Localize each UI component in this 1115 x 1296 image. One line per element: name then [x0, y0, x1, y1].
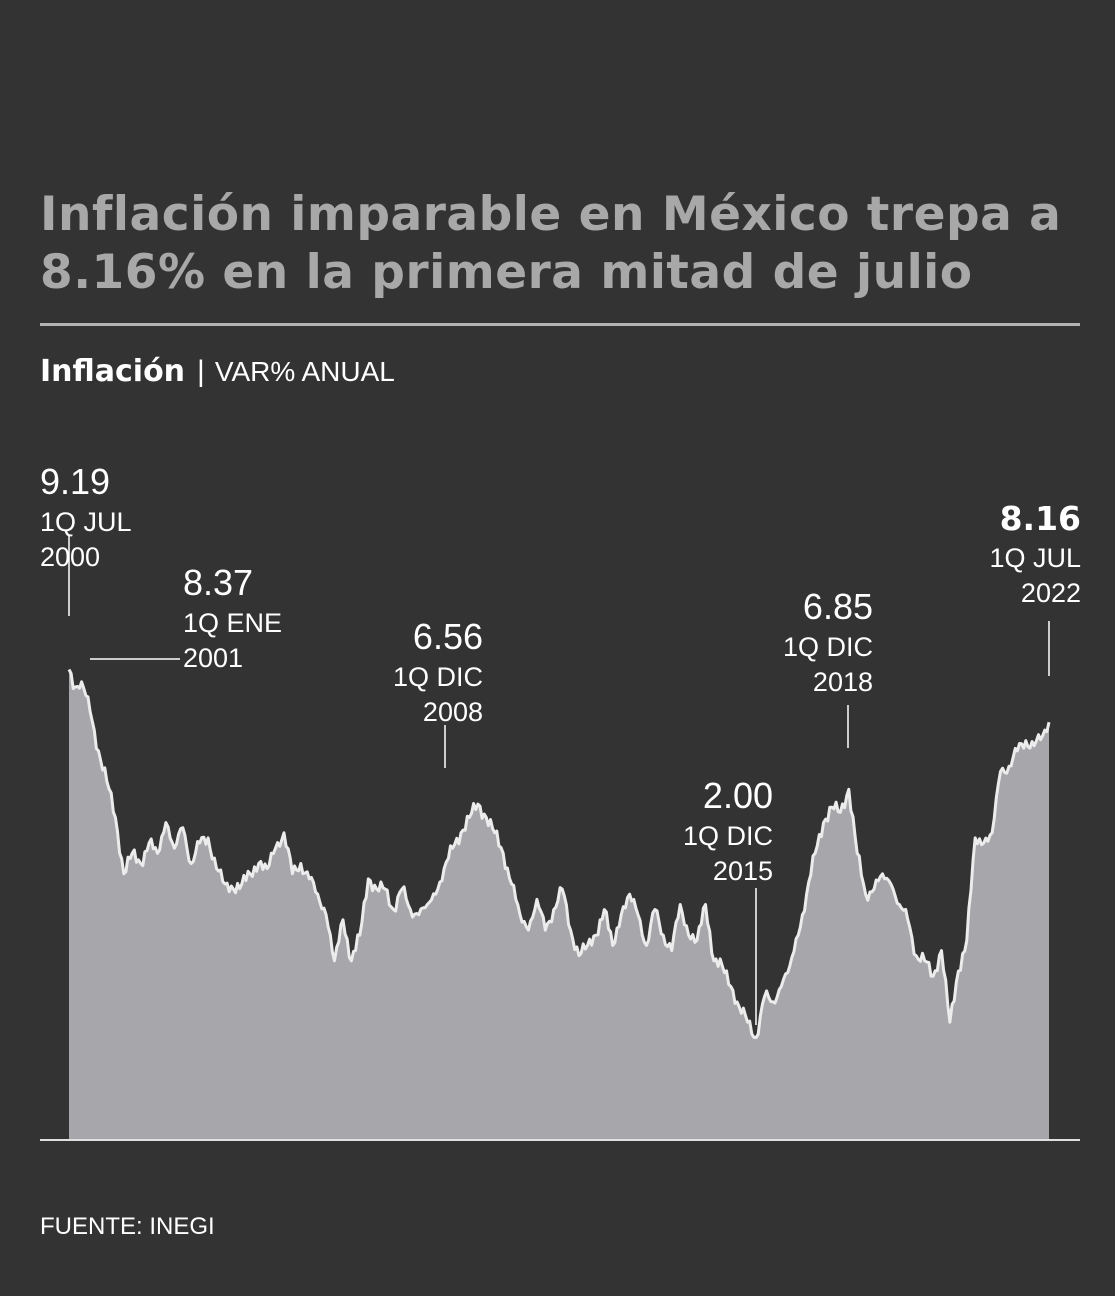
chart-annotations: 9.19 1Q JUL 2000 8.37 1Q ENE 2001 6.56 1Q DIC 20… — [40, 461, 1081, 1025]
annotation-period: 1Q JUL — [40, 507, 132, 537]
annotation-period: 1Q DIC — [783, 632, 873, 662]
source-note: FUENTE: INEGI — [40, 1213, 215, 1240]
annotation-year: 2022 — [1021, 578, 1081, 608]
chart-title: Inflación imparable en México trepa a 8.… — [40, 187, 1062, 300]
annotation-year: 2001 — [183, 643, 243, 673]
annotation-year: 2018 — [813, 667, 873, 697]
chart-plot — [67, 668, 1051, 1140]
annotation-value: 6.56 — [413, 616, 483, 657]
subtitle-main: Inflación — [40, 354, 186, 389]
annotation-2022: 8.16 1Q JUL 2022 — [989, 499, 1081, 676]
annotation-value: 6.85 — [803, 586, 873, 627]
annotation-2000: 9.19 1Q JUL 2000 — [40, 461, 132, 616]
annotation-year: 2008 — [423, 697, 483, 727]
annotation-period: 1Q JUL — [989, 543, 1081, 573]
annotation-2015: 2.00 1Q DIC 2015 — [683, 775, 773, 1025]
annotation-period: 1Q DIC — [393, 662, 483, 692]
annotation-2001: 8.37 1Q ENE 2001 — [90, 562, 282, 673]
chart-subtitle: Inflación | VAR% ANUAL — [40, 352, 395, 392]
annotation-period: 1Q DIC — [683, 821, 773, 851]
annotation-year: 2000 — [40, 542, 100, 572]
annotation-value: 9.19 — [40, 461, 110, 502]
annotation-year: 2015 — [713, 856, 773, 886]
title-divider — [40, 323, 1080, 326]
subtitle-separator: | — [197, 355, 205, 388]
annotation-value: 2.00 — [703, 775, 773, 816]
annotation-value: 8.16 — [1000, 499, 1081, 538]
inflation-area — [69, 669, 1049, 1140]
annotation-value: 8.37 — [183, 562, 253, 603]
annotation-2018: 6.85 1Q DIC 2018 — [783, 586, 873, 748]
annotation-period: 1Q ENE — [183, 608, 282, 638]
annotation-2008: 6.56 1Q DIC 2008 — [393, 616, 483, 768]
inflation-line — [67, 668, 1051, 1040]
subtitle-unit: VAR% ANUAL — [214, 356, 395, 387]
